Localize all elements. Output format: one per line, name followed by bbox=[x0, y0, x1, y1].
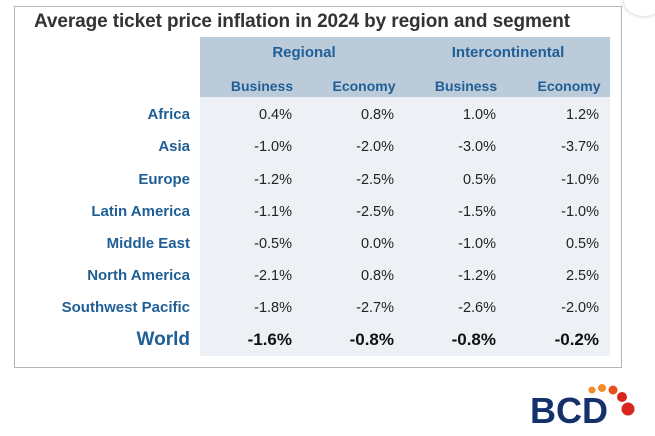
table-cell: -0.8% bbox=[349, 330, 394, 349]
header-band bbox=[200, 37, 610, 97]
table-cell: -0.5% bbox=[254, 236, 292, 252]
table-cell: 1.0% bbox=[462, 107, 496, 123]
column-header: Business bbox=[230, 78, 294, 94]
table-cell: -2.0% bbox=[356, 139, 394, 155]
table-cell: -0.2% bbox=[554, 330, 599, 349]
row-label: Middle East bbox=[106, 235, 190, 252]
logo-text: BCD bbox=[530, 390, 608, 429]
row-label: Southwest Pacific bbox=[61, 299, 190, 316]
table-cell: 1.2% bbox=[565, 107, 599, 123]
chart-title: Average ticket price inflation in 2024 b… bbox=[34, 11, 571, 32]
logo-dot bbox=[621, 402, 635, 416]
table-cell: -2.1% bbox=[254, 268, 292, 284]
table-row: North America -2.1% 0.8% -1.2% 2.5% bbox=[0, 261, 655, 291]
table-cell: -2.0% bbox=[561, 300, 599, 316]
table-cell: -1.2% bbox=[458, 268, 496, 284]
column-header: Business bbox=[434, 78, 498, 94]
table-row: Southwest Pacific -1.8% -2.7% -2.6% -2.0% bbox=[0, 293, 655, 323]
row-label: Latin America bbox=[91, 203, 190, 220]
table-cell: -3.7% bbox=[561, 139, 599, 155]
table-cell: -1.8% bbox=[254, 300, 292, 316]
table-cell: -1.0% bbox=[458, 236, 496, 252]
table-row: World -1.6% -0.8% -0.8% -0.2% bbox=[0, 325, 655, 355]
column-header: Economy bbox=[332, 78, 396, 94]
table-cell: 0.5% bbox=[565, 236, 599, 252]
group-header-intercontinental: Intercontinental bbox=[451, 44, 565, 61]
table-cell: 0.4% bbox=[258, 107, 292, 123]
table-cell: -2.5% bbox=[356, 204, 394, 220]
column-header: Economy bbox=[537, 78, 601, 94]
row-label: World bbox=[136, 329, 190, 350]
table-cell: -1.0% bbox=[561, 204, 599, 220]
table-cell: -1.2% bbox=[254, 172, 292, 188]
table-row: Asia -1.0% -2.0% -3.0% -3.7% bbox=[0, 132, 655, 162]
table-cell: 0.0% bbox=[360, 236, 394, 252]
table-row: Middle East -0.5% 0.0% -1.0% 0.5% bbox=[0, 229, 655, 259]
row-label: Africa bbox=[147, 106, 190, 123]
row-label: Asia bbox=[158, 138, 190, 155]
table-cell: -1.1% bbox=[254, 204, 292, 220]
table-cell: -1.0% bbox=[561, 172, 599, 188]
row-label: Europe bbox=[138, 171, 190, 188]
table-row: Africa 0.4% 0.8% 1.0% 1.2% bbox=[0, 100, 655, 130]
table-row: Europe -1.2% -2.5% 0.5% -1.0% bbox=[0, 165, 655, 195]
corner-widget-icon[interactable] bbox=[624, 0, 655, 16]
table-cell: -3.0% bbox=[458, 139, 496, 155]
data-band bbox=[200, 97, 610, 356]
table-row: Latin America -1.1% -2.5% -1.5% -1.0% bbox=[0, 197, 655, 227]
table-cell: -0.8% bbox=[451, 330, 496, 349]
table-cell: -1.0% bbox=[254, 139, 292, 155]
table-cell: -2.6% bbox=[458, 300, 496, 316]
logo-dot bbox=[598, 384, 606, 392]
bcd-logo: BCD bbox=[530, 384, 635, 429]
table-cell: -2.5% bbox=[356, 172, 394, 188]
table-cell: 0.5% bbox=[462, 172, 496, 188]
table-cell: -2.7% bbox=[356, 300, 394, 316]
logo-dot bbox=[617, 392, 627, 402]
logo-dot bbox=[608, 385, 618, 395]
table-cell: 0.8% bbox=[360, 107, 394, 123]
row-label: North America bbox=[87, 267, 190, 284]
table-cell: -1.6% bbox=[247, 330, 292, 349]
table-cell: 0.8% bbox=[360, 268, 394, 284]
group-header-regional: Regional bbox=[272, 44, 336, 61]
table-cell: -1.5% bbox=[458, 204, 496, 220]
table-cell: 2.5% bbox=[565, 268, 599, 284]
logo-dot bbox=[588, 386, 596, 394]
